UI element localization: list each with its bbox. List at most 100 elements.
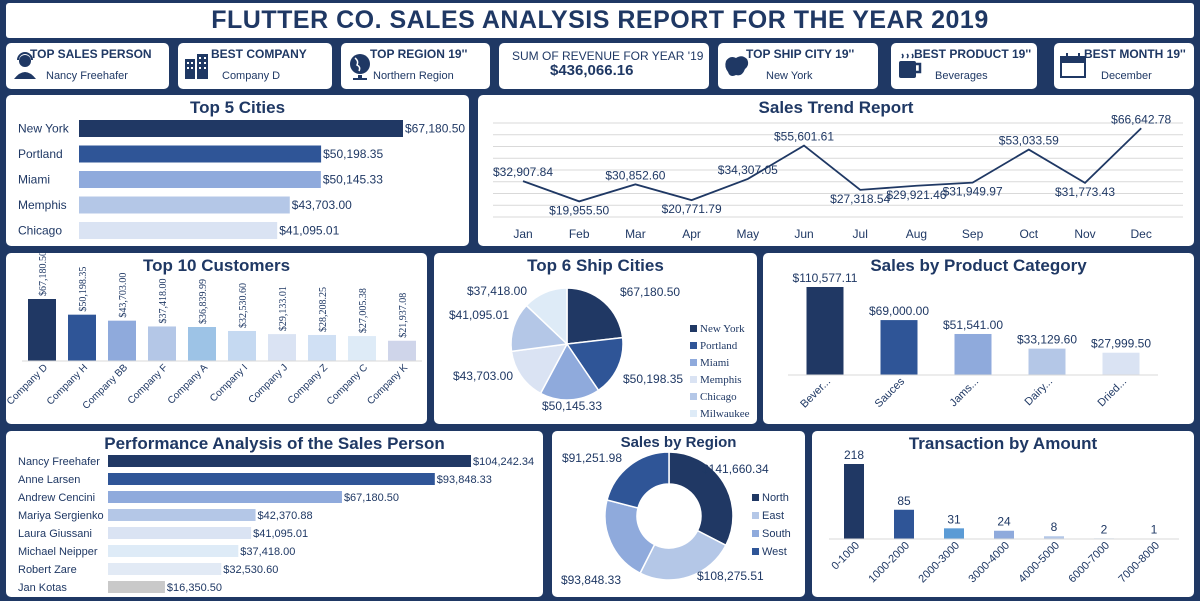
chart-title: Sales by Product Category [870,256,1087,275]
category-label: Company I [208,362,250,404]
legend-swatch [690,393,697,400]
kpi-best-product: BEST PRODUCT 19'' Beverages [891,43,1037,89]
person-headset-icon [14,52,36,79]
data-label: 218 [844,448,864,462]
data-label: $28,208.25 [318,287,329,332]
data-label: $31,949.97 [943,185,1003,199]
category-label: Robert Zare [18,564,77,576]
data-label: $33,129.60 [1017,333,1077,347]
category-label: Andrew Cencini [18,492,95,504]
x-tick-label: Jan [513,227,532,241]
data-label: $43,703.00 [292,198,352,212]
top5-cities-chart: New York $67,180.50 Portland $50,198.35 Miam… [18,120,465,239]
kpi-value: Nancy Freehafer [46,70,128,82]
chart-title: Transaction by Amount [908,434,1098,453]
data-label: $29,921.46 [886,188,946,202]
data-label: 2 [1101,522,1108,536]
data-label: 8 [1051,520,1058,534]
top5-cities-panel: Top 5 Cities New York $67,180.50 Portland $… [6,95,469,246]
data-label: $37,418.00 [467,284,527,298]
data-label: $50,198.35 [623,372,683,386]
data-label: $32,907.84 [493,165,553,179]
data-label: $37,418.00 [158,278,169,323]
data-label: $32,530.60 [238,283,249,328]
bar [108,563,222,575]
category-label: Company K [365,362,410,407]
bar [79,196,290,214]
data-label: $53,033.59 [999,134,1059,148]
data-label: $37,418.00 [240,546,295,558]
sales-region-chart: $141,660.34 $108,275.51 $93,848.33 $91,251.… [561,451,791,587]
legend-swatch [690,376,697,383]
x-tick-label: Sep [962,227,984,241]
category-label: 6000-7000 [1066,540,1112,586]
sales-trend-chart: Jan $32,907.84 Feb $19,955.50 Mar $30,852.60 A… [493,112,1183,241]
ship-cities-chart: $67,180.50 $50,198.35 $50,145.33 $43,703.00… [449,284,750,420]
data-label: $16,350.50 [167,582,222,594]
bar [108,509,256,521]
data-label: $41,095.01 [279,224,339,238]
pie-slice [539,342,600,401]
kpi-top-region: TOP REGION 19'' Northern Region [341,43,490,89]
report-title: FLUTTER CO. SALES ANALYSIS REPORT FOR TH… [6,3,1194,38]
bar [108,545,239,557]
category-label: Chicago [18,224,62,238]
legend-swatch [690,342,697,349]
legend-swatch [690,410,697,417]
category-label: 1000-2000 [866,540,912,586]
legend-label: Chicago [700,391,737,403]
sales-person-chart: Nancy Freehafer $104,242.34 Anne Larsen $93… [18,455,534,594]
bar [308,334,336,361]
kpi-value: $436,066.16 [550,62,634,79]
legend-swatch [690,359,697,366]
data-label: $67,180.50 [405,122,465,136]
legend-label: East [762,510,784,522]
chart-title: Sales Trend Report [758,98,914,117]
data-label: $91,251.98 [562,451,622,465]
transaction-amount-panel: Transaction by Amount 218 0-1000 85 1000-20… [812,431,1194,597]
product-category-chart: $110,577.11 Bever... $69,000.00 Sauces $51,5… [788,271,1158,411]
data-label: $108,275.51 [697,569,764,583]
legend-swatch [752,494,759,501]
data-label: 1 [1151,523,1158,537]
bar [79,171,321,188]
kpi-top-sales-person: TOP SALES PERSON Nancy Freehafer [6,43,169,89]
category-label: 4000-5000 [1016,540,1062,586]
legend-label: Miami [700,357,729,369]
pie-slice [525,287,568,346]
legend-swatch [690,325,697,332]
category-label: Company C [325,362,370,407]
data-label: $51,541.00 [943,318,1003,332]
x-tick-label: Mar [625,227,646,241]
category-label: Portland [18,147,63,161]
data-label: $27,999.50 [1091,337,1151,351]
category-label: Company A [166,362,211,407]
x-tick-label: Dec [1131,227,1152,241]
chart-title: Top 5 Cities [189,98,286,117]
bar [228,330,256,361]
sales-region-panel: Sales by Region $141,660.34 $108,275.51 $9… [552,431,805,597]
category-label: Jan Kotas [18,582,67,594]
bar [268,334,296,361]
bar [108,320,136,361]
chart-title: Sales by Region [620,434,737,451]
bar [108,527,252,539]
bar [1102,352,1140,375]
category-label: Anne Larsen [18,474,80,486]
kpi-label: BEST MONTH 19'' [1084,47,1186,61]
data-label: $30,852.60 [605,168,665,182]
product-category-panel: Sales by Product Category $110,577.11 Bev… [763,253,1194,424]
category-label: 0-1000 [829,540,862,573]
category-label: Bever... [798,376,833,411]
data-label: 31 [947,512,961,526]
x-tick-label: Jul [853,227,868,241]
category-label: Memphis [18,198,67,212]
data-label: $27,318.54 [830,192,890,206]
buildings-icon [185,54,208,79]
coffee-mug-icon [899,53,922,78]
legend-swatch [752,530,759,537]
bar [348,336,376,361]
data-label: $110,577.11 [793,271,858,285]
series-line [522,127,1142,203]
data-label: $141,660.34 [702,462,769,476]
